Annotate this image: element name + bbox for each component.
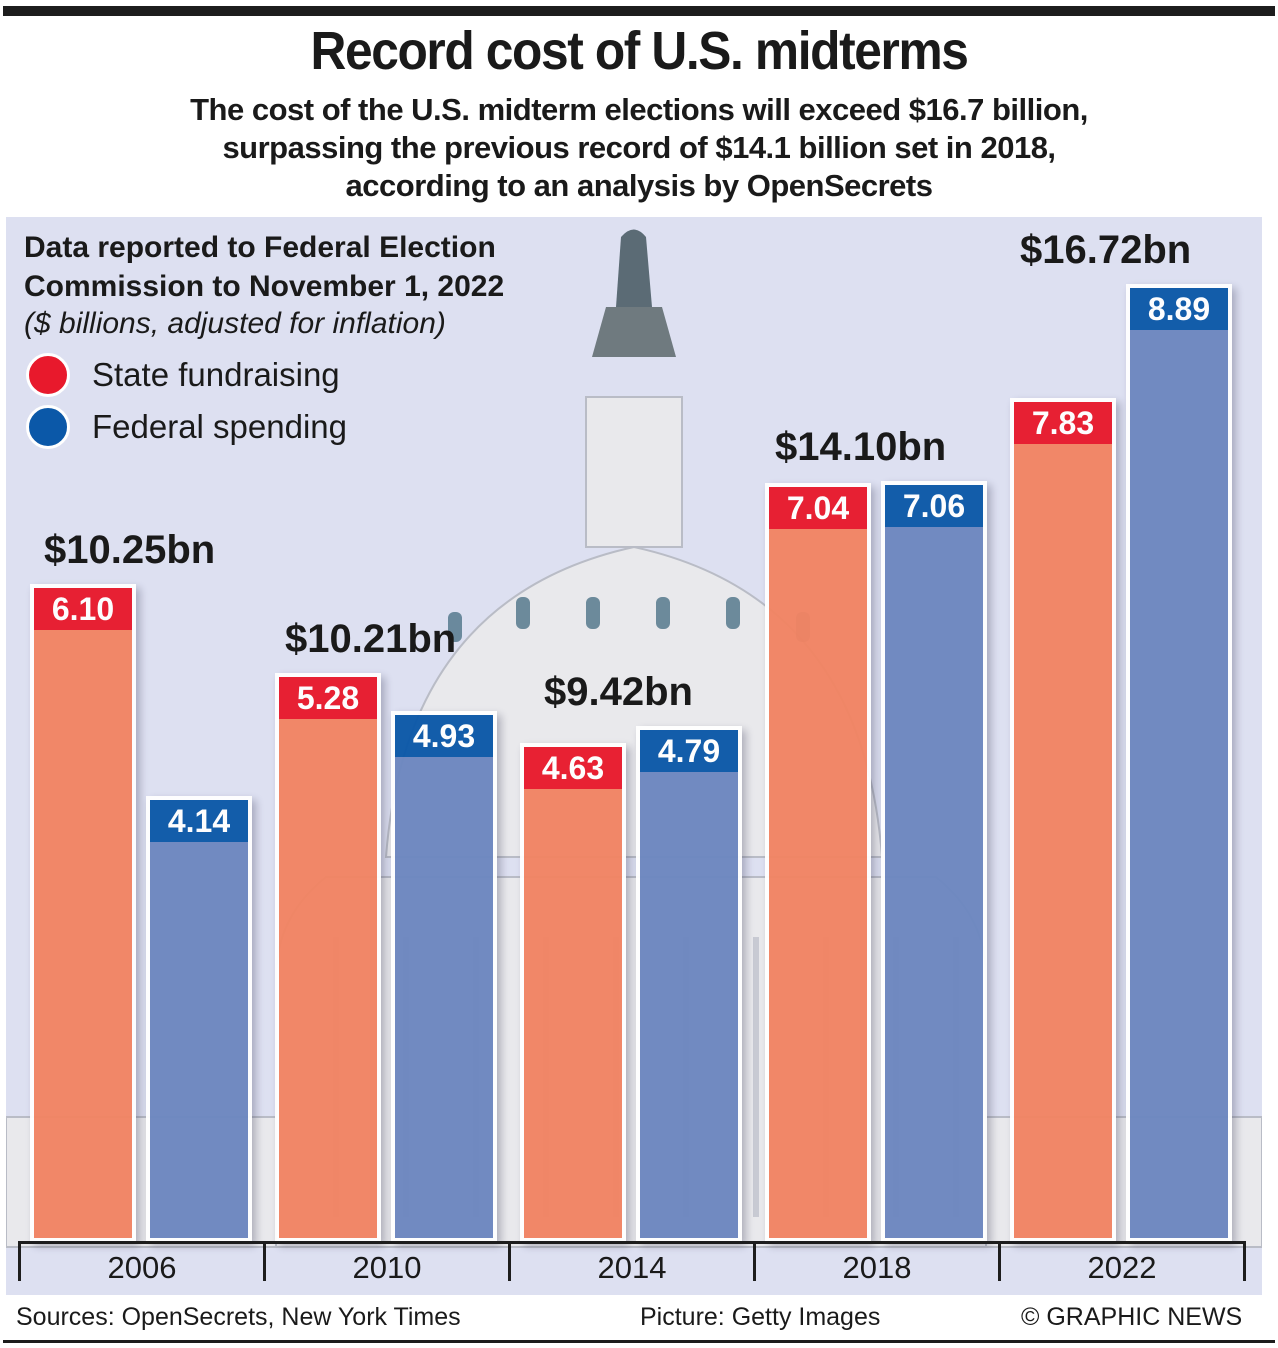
x-tick-label: 2014: [597, 1250, 667, 1285]
x-tick-label: 2018: [842, 1250, 912, 1285]
x-tick-label: 2006: [107, 1250, 177, 1285]
units-note: ($ billions, adjusted for inflation): [24, 307, 446, 340]
legend-item-state: State fundraising: [26, 349, 347, 401]
bar-value-label: 4.93: [395, 714, 493, 757]
data-note-line: Data reported to Federal Election: [24, 231, 496, 264]
x-axis-tick: [753, 1241, 756, 1281]
capitol-cupola: [585, 396, 683, 548]
legend-item-federal: Federal spending: [26, 401, 347, 453]
bar-state-fundraising: 7.83: [1010, 397, 1116, 1242]
total-label: $9.42bn: [544, 669, 693, 714]
subtitle-line: surpassing the previous record of $14.1 …: [222, 130, 1056, 165]
bar-value-label: 8.89: [1130, 287, 1228, 330]
x-axis-tick: [508, 1241, 511, 1281]
legend-label: State fundraising: [92, 356, 340, 393]
bar-federal-spending: 4.79: [636, 725, 742, 1242]
legend-swatch-blue: [26, 405, 70, 449]
total-label: $14.10bn: [775, 424, 947, 469]
subtitle-line: according to an analysis by OpenSecrets: [345, 168, 933, 203]
subtitle-line: The cost of the U.S. midterm elections w…: [190, 92, 1088, 127]
bar-state-fundraising: 6.10: [30, 584, 136, 1242]
bar-value-label: 5.28: [279, 676, 377, 719]
bar-value-label: 4.14: [150, 799, 248, 842]
bar-value-label: 4.63: [524, 746, 622, 789]
sources-credit: Sources: OpenSecrets, New York Times: [16, 1303, 461, 1331]
total-label: $10.21bn: [285, 616, 457, 661]
x-tick-label: 2010: [352, 1250, 422, 1285]
bar-value-label: 6.10: [34, 588, 132, 631]
legend: State fundraising Federal spending: [26, 349, 347, 453]
chart-subtitle: The cost of the U.S. midterm elections w…: [0, 91, 1278, 205]
bar-value-label: 7.83: [1014, 401, 1112, 444]
total-label: $16.72bn: [1020, 227, 1192, 272]
data-note: Data reported to Federal Election Commis…: [24, 228, 504, 306]
x-axis-tick: [998, 1241, 1001, 1281]
copyright-credit: © GRAPHIC NEWS: [1021, 1303, 1243, 1331]
x-tick-label: 2022: [1087, 1250, 1157, 1285]
bar-state-fundraising: 5.28: [275, 672, 381, 1242]
total-label: $10.25bn: [44, 528, 216, 573]
statue-of-freedom: [616, 229, 652, 307]
x-axis-tick: [18, 1241, 21, 1281]
legend-label: Federal spending: [92, 408, 348, 445]
bar-value-label: 7.06: [885, 484, 983, 527]
bar-value-label: 4.79: [640, 729, 738, 772]
picture-credit: Picture: Getty Images: [640, 1303, 881, 1331]
bar-state-fundraising: 7.04: [765, 483, 871, 1242]
bar-value-label: 7.04: [769, 487, 867, 530]
bar-federal-spending: 4.93: [391, 710, 497, 1242]
x-axis-tick: [1243, 1241, 1246, 1281]
bar-federal-spending: 4.14: [146, 795, 252, 1242]
bottom-rule: [3, 1340, 1275, 1343]
x-axis-tick: [263, 1241, 266, 1281]
chart-title: Record cost of U.S. midterms: [310, 21, 968, 81]
top-rule: [3, 6, 1275, 16]
legend-swatch-red: [26, 353, 70, 397]
bar-federal-spending: 8.89: [1126, 283, 1232, 1242]
bar-federal-spending: 7.06: [881, 480, 987, 1242]
bar-state-fundraising: 4.63: [520, 742, 626, 1242]
x-axis: [18, 1241, 1243, 1284]
data-note-line: Commission to November 1, 2022: [24, 270, 505, 303]
